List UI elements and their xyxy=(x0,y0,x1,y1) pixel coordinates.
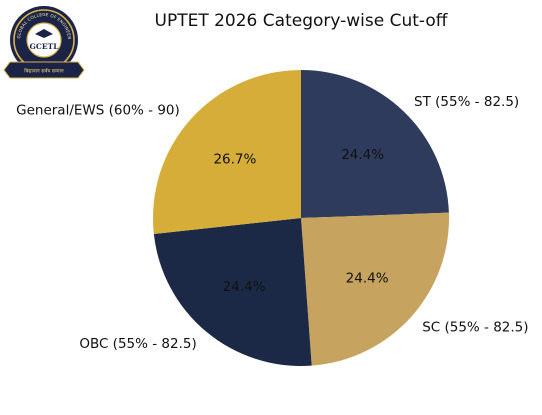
logo-ribbon xyxy=(3,61,85,79)
pie-percent-labels: 24.4% 24.4% 24.4% 26.7% xyxy=(213,147,388,295)
pie-slice xyxy=(301,212,450,366)
logo-ribbon-text: विद्यावान सर्वत्र सम्मान xyxy=(24,68,64,75)
pie-percent-label: 24.4% xyxy=(223,279,266,295)
pie-slice xyxy=(153,218,312,366)
logo-abbreviation: GCETL xyxy=(30,42,60,51)
pie-slice-labels: ST (55% - 82.5) SC (55% - 82.5) OBC (55% -… xyxy=(16,94,528,352)
pie-percent-label: 24.4% xyxy=(346,270,389,286)
pie-slice-label: OBC (55% - 82.5) xyxy=(79,336,196,352)
graduation-cap-icon xyxy=(35,29,53,38)
chart-title: UPTET 2026 Category-wise Cut-off xyxy=(155,11,449,31)
pie-percent-label: 26.7% xyxy=(213,152,256,168)
pie-slice xyxy=(301,70,449,218)
college-logo: GLOBAL COLLEGE OF ENGINEERING TECHNOLOGY… xyxy=(3,6,85,79)
pie-slice-label: General/EWS (60% - 90) xyxy=(16,102,180,118)
logo-inner-disc xyxy=(26,22,62,58)
pie-slice xyxy=(153,70,301,235)
pie-slice-label: ST (55% - 82.5) xyxy=(414,94,519,110)
pie-slices xyxy=(153,70,450,366)
pie-slice-label: SC (55% - 82.5) xyxy=(422,320,528,336)
pie-percent-label: 24.4% xyxy=(341,147,384,163)
